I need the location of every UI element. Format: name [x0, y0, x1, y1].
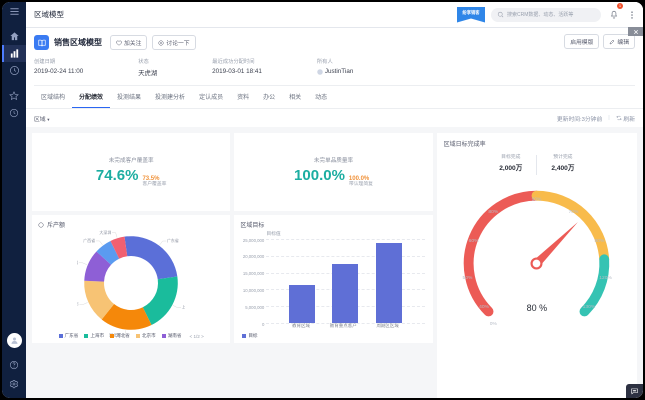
- svg-text:广东省: 广东省: [167, 238, 179, 243]
- svg-text:90%: 90%: [532, 197, 542, 203]
- svg-text:80%: 80%: [595, 238, 605, 244]
- svg-text:大深圳: 大深圳: [100, 230, 112, 235]
- svg-text:80%: 80%: [489, 209, 499, 215]
- svg-text:北京市: 北京市: [77, 302, 79, 307]
- svg-text:上海市: 上海市: [182, 305, 185, 310]
- svg-text:120%: 120%: [600, 275, 613, 281]
- svg-text:湖南省: 湖南省: [77, 260, 78, 265]
- svg-text:50%: 50%: [463, 275, 473, 281]
- svg-text:70%: 70%: [569, 209, 579, 215]
- svg-text:0%: 0%: [490, 321, 498, 327]
- svg-text:广西省: 广西省: [83, 238, 95, 243]
- svg-text:60%: 60%: [469, 238, 479, 244]
